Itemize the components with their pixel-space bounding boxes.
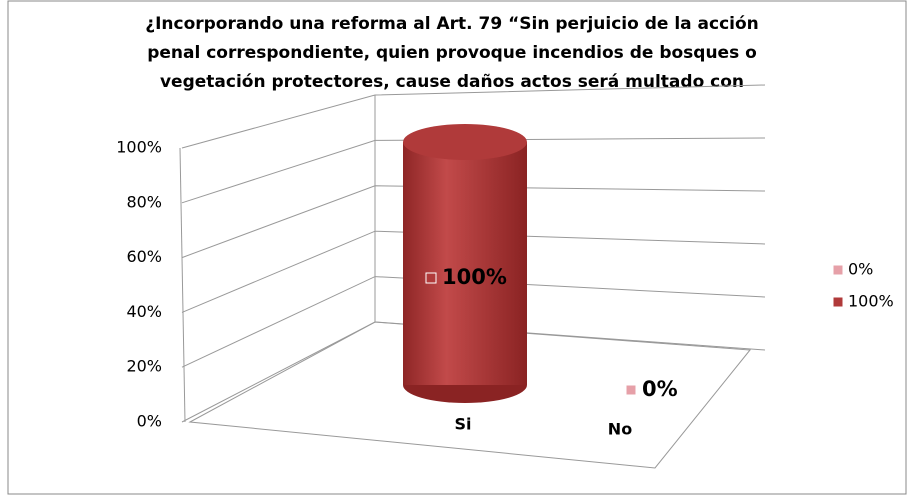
legend-swatch <box>832 296 844 308</box>
y-tick-label: 100% <box>116 138 162 157</box>
data-label: 100% <box>442 265 507 289</box>
y-tick-label: 80% <box>126 192 162 211</box>
data-label-marker <box>425 272 437 284</box>
y-tick-label: 60% <box>126 247 162 266</box>
cylinder-body <box>403 142 527 385</box>
cylinder-top <box>403 124 527 160</box>
x-tick-label: Si <box>454 415 471 434</box>
y-tick-label: 40% <box>126 302 162 321</box>
legend-label: 100% <box>848 292 894 311</box>
floor <box>188 321 751 469</box>
y-tick-label: 20% <box>126 357 162 376</box>
x-tick-label: No <box>608 420 632 439</box>
legend-label: 0% <box>848 260 873 279</box>
legend-swatch <box>832 264 844 276</box>
title-line: vegetación protectores, cause daños acto… <box>160 72 744 92</box>
title-line: penal correspondiente, quien provoque in… <box>147 43 757 63</box>
y-tick-label: 0% <box>137 412 162 431</box>
data-label: 0% <box>642 377 678 401</box>
axis-line <box>179 147 186 423</box>
title-line: ¿Incorporando una reforma al Art. 79 “Si… <box>145 14 759 34</box>
data-label-marker <box>625 384 637 396</box>
